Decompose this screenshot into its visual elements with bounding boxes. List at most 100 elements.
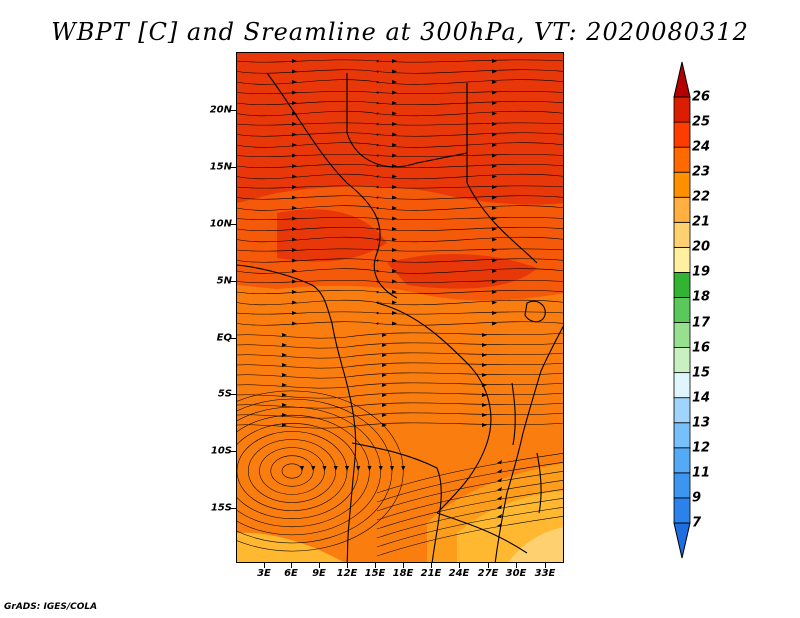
streamline-arrow — [497, 478, 502, 482]
streamline-arrow — [497, 496, 502, 500]
colorbar-label: 18 — [692, 289, 711, 305]
map-panel — [236, 52, 564, 563]
streamline-arrow — [292, 174, 297, 179]
colorbar-segment — [673, 297, 691, 323]
streamline-arrow — [378, 466, 383, 471]
streamline-arrow — [492, 300, 497, 305]
streamline-arrow — [292, 206, 297, 210]
streamline-arrow — [382, 383, 387, 387]
streamline — [237, 142, 563, 148]
streamline-arrow — [492, 185, 497, 189]
colorbar-label: 23 — [692, 164, 711, 180]
colorbar-segment — [673, 146, 691, 173]
lon-tick — [488, 563, 489, 568]
streamline — [237, 342, 563, 349]
temperature-fill — [237, 53, 563, 562]
streamline-arrow — [292, 290, 297, 294]
streamline — [237, 132, 563, 137]
lat-label: 15S — [210, 502, 232, 514]
streamline — [237, 321, 563, 326]
streamline — [376, 453, 563, 494]
lon-label: 27E — [477, 568, 499, 579]
streamline-arrow — [292, 101, 297, 105]
streamline-arrow — [492, 237, 497, 242]
streamline-arrow — [482, 383, 487, 387]
lon-tick — [264, 563, 265, 568]
streamline-arrow — [292, 279, 297, 284]
streamline — [237, 382, 563, 389]
streamline-arrow — [292, 111, 297, 116]
streamline — [237, 110, 563, 117]
streamline-arrow — [492, 269, 497, 273]
streamline-arrow — [282, 423, 287, 427]
streamline — [237, 154, 563, 157]
lat-label: 5N — [216, 275, 232, 287]
streamline-arrow — [282, 333, 287, 337]
colorbar-segment — [673, 422, 691, 449]
streamline-arrow — [392, 111, 397, 116]
streamline-arrow — [382, 403, 387, 407]
streamline — [376, 489, 563, 530]
colorbar-label: 11 — [692, 465, 711, 481]
streamline — [376, 516, 563, 557]
colorbar-segment — [673, 372, 691, 399]
streamline-arrow — [497, 523, 502, 527]
streamline-arrow — [382, 393, 387, 397]
streamline-arrow — [392, 153, 397, 158]
streamline-arrow — [292, 153, 297, 158]
streamline — [237, 173, 563, 180]
streamline-arrow — [322, 466, 327, 471]
streamline-arrow — [282, 373, 287, 377]
streamline — [237, 402, 563, 409]
streamline — [376, 462, 563, 503]
streamline — [237, 372, 563, 379]
streamline-arrow — [392, 216, 397, 221]
streamline-arrow — [282, 363, 287, 367]
fill-se-patch — [508, 527, 563, 562]
fill-north-core — [237, 53, 563, 205]
streamline-arrow — [492, 122, 497, 126]
colorbar-segment — [673, 246, 691, 273]
streamline-arrow — [292, 269, 297, 273]
colorbar-segment — [673, 347, 691, 374]
streamline-arrow — [482, 343, 487, 347]
streamline — [376, 498, 563, 539]
streamline-arrow — [492, 248, 497, 252]
lon-tick — [347, 563, 348, 568]
streamline-arrow — [492, 164, 497, 168]
streamline-arrow — [392, 174, 397, 179]
streamline — [237, 332, 563, 339]
streamline-arrow — [292, 258, 297, 263]
lake-malawi — [536, 452, 542, 514]
streamline-arrow — [492, 321, 497, 326]
streamline-arrow — [497, 514, 502, 518]
streamline-arrow — [392, 59, 397, 63]
lat-tick — [230, 167, 236, 168]
streamline — [237, 59, 563, 63]
streamline-arrow — [392, 122, 397, 126]
streamline-arrow — [390, 466, 394, 471]
streamline-arrow — [492, 216, 497, 221]
streamline-arrow — [492, 290, 497, 294]
streamline-arrow — [392, 80, 397, 84]
streamline-arrow — [292, 300, 297, 305]
lon-label: 9E — [312, 568, 326, 579]
streamline — [237, 248, 563, 252]
streamline-arrow — [292, 69, 297, 74]
lon-tick — [545, 563, 546, 568]
lon-tick — [431, 563, 432, 568]
colorbar-label: 21 — [692, 214, 711, 230]
streamline-arrow — [482, 333, 487, 337]
streamline-arrow — [492, 90, 497, 95]
streamline-arrow — [392, 227, 397, 231]
colorbar-label: 16 — [692, 340, 711, 356]
streamline-arrow — [282, 383, 287, 387]
colorbar-segment — [673, 322, 691, 348]
border-drc — [376, 302, 492, 514]
streamline — [237, 195, 563, 200]
colorbar-segment — [673, 171, 691, 198]
colorbar-segment — [673, 497, 691, 524]
streamline-arrow — [492, 227, 497, 231]
lon-tick — [291, 563, 292, 568]
streamline-arrow — [292, 90, 297, 95]
